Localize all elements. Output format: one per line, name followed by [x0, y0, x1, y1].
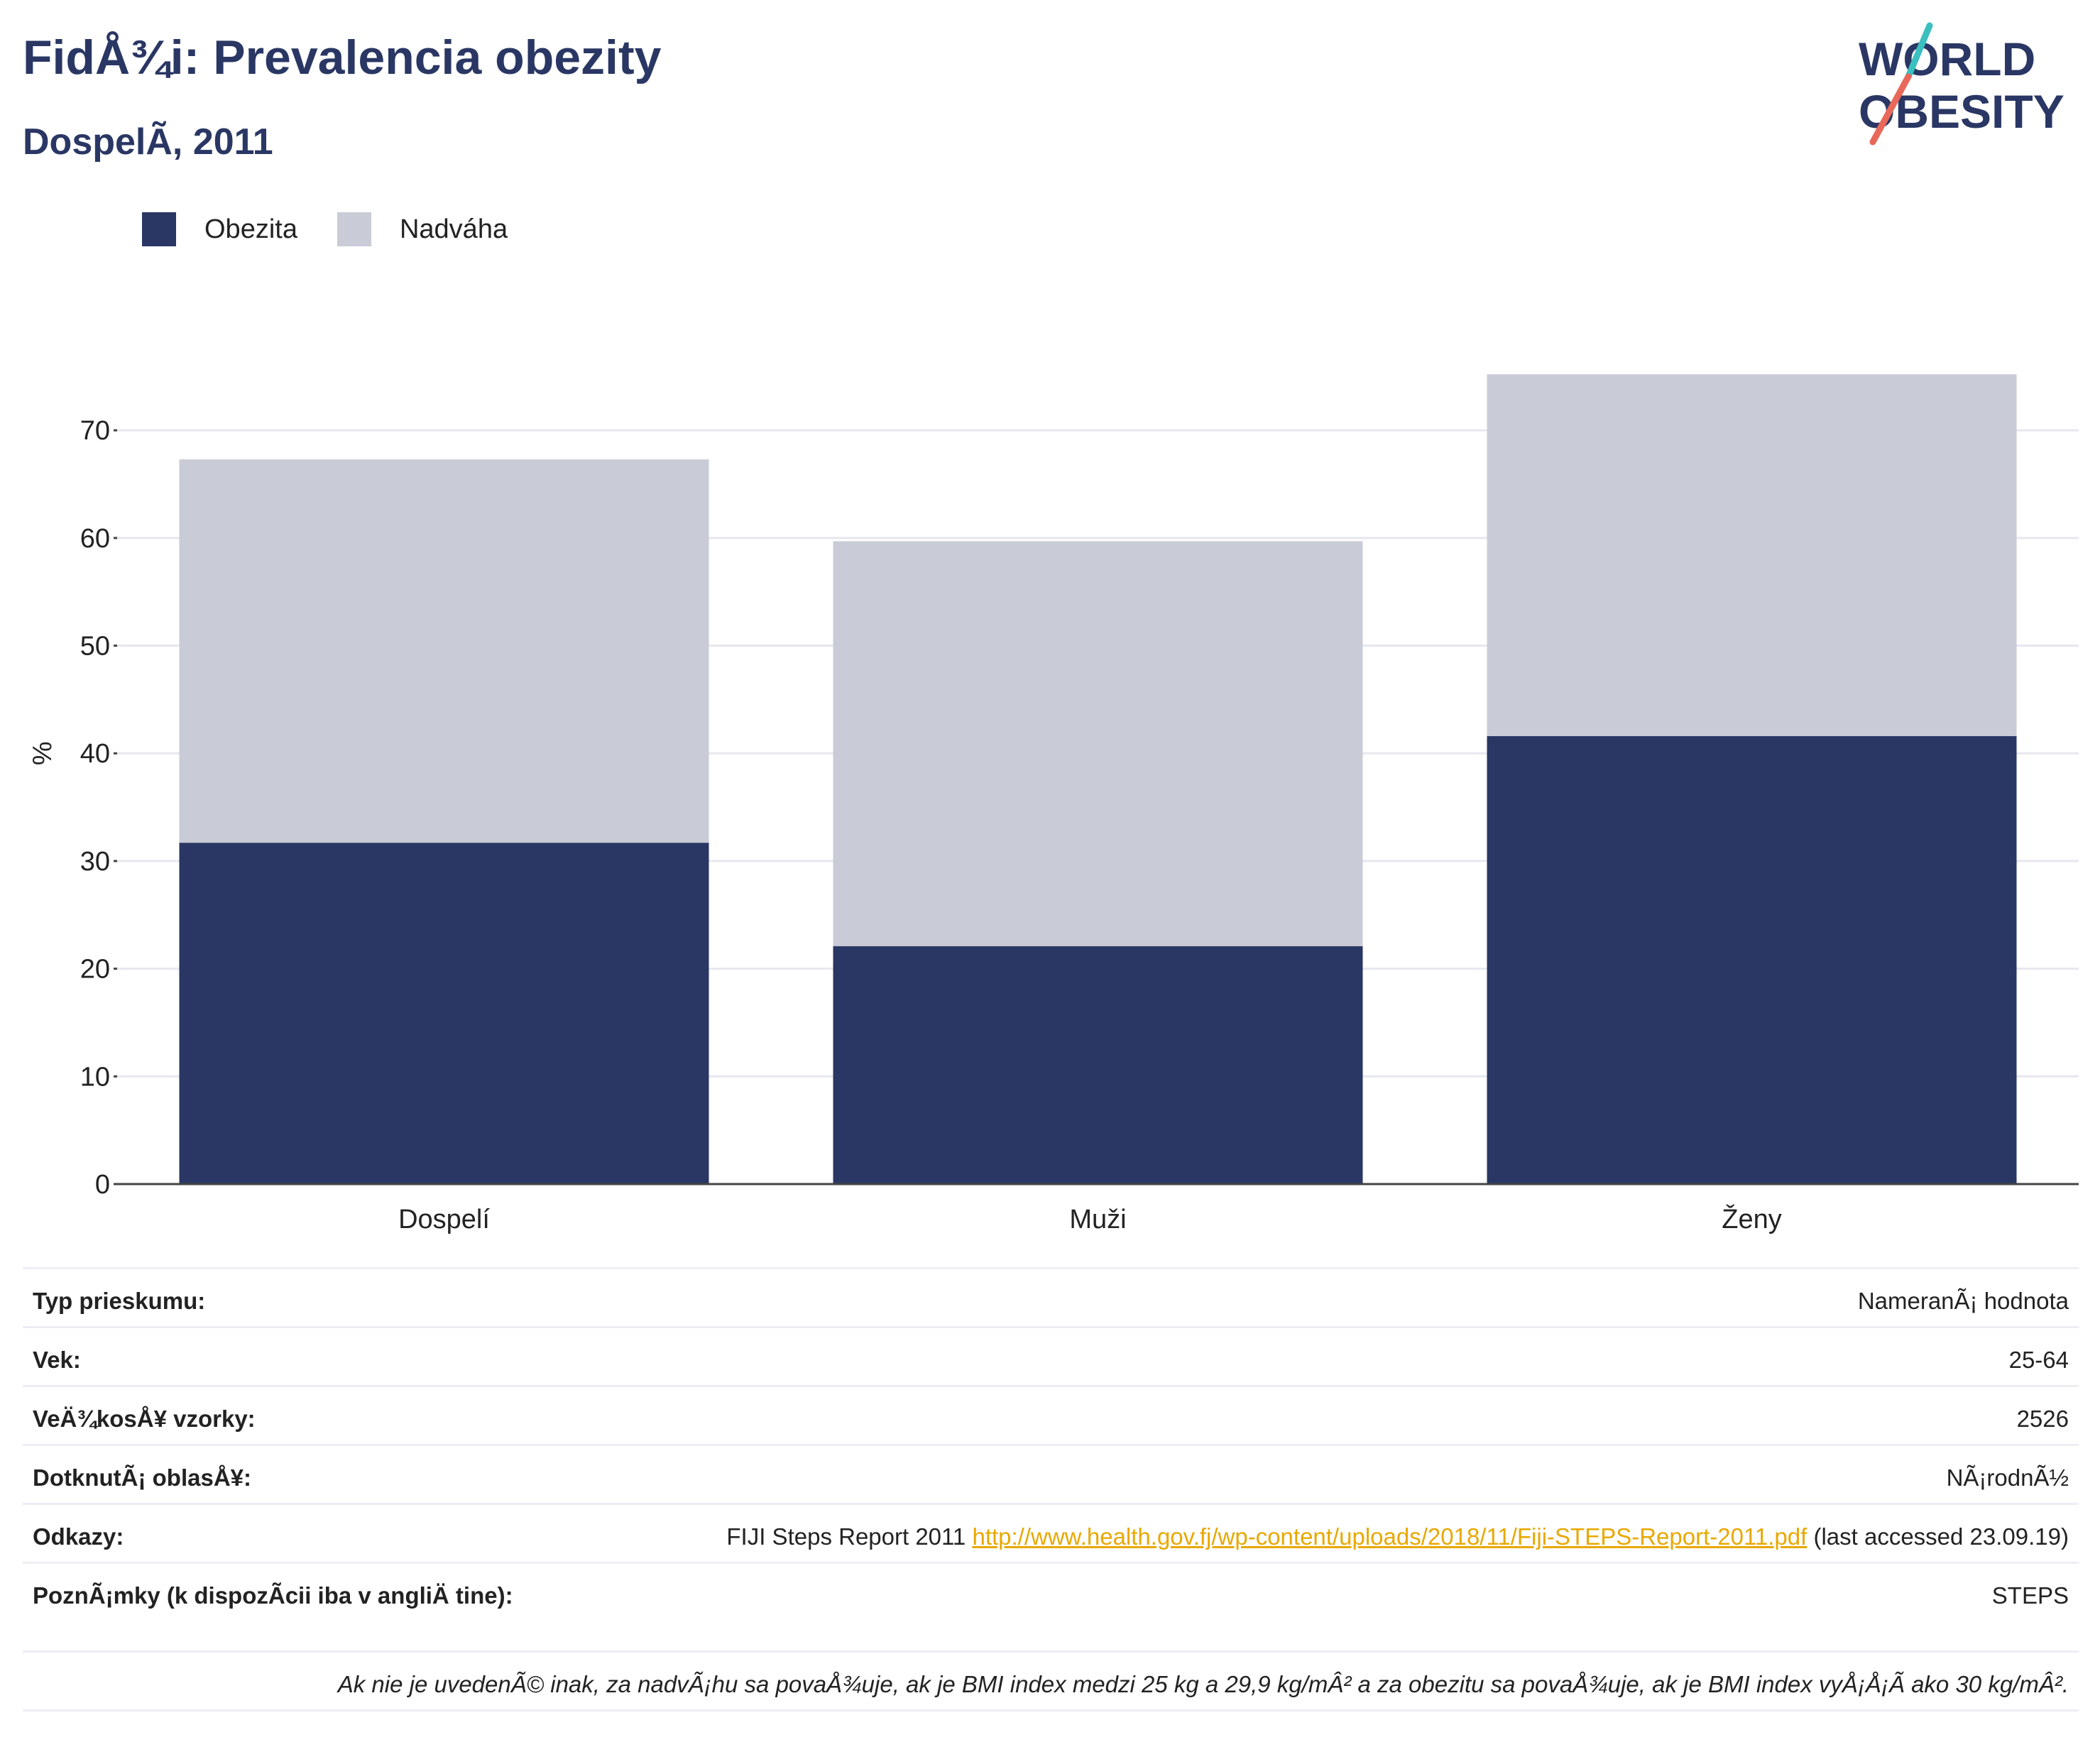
legend-item-overweight[interactable]: Nadváha	[337, 212, 508, 246]
info-key: Typ prieskumu:	[33, 1288, 206, 1314]
info-row-area: DotknutÃ¡ oblasÅ¥: NÃ¡rodnÃ½	[23, 1446, 2079, 1505]
info-row-age: Vek: 25-64	[23, 1328, 2079, 1387]
info-row-references: Odkazy: FIJI Steps Report 2011 http://ww…	[23, 1505, 2079, 1564]
y-tick-label: 50	[80, 632, 110, 662]
legend-swatch-obesity	[142, 212, 176, 246]
y-axis-label: %	[28, 741, 58, 765]
x-tick-label: Dospelí	[398, 1205, 490, 1234]
info-value: 25-64	[2008, 1347, 2069, 1373]
bar-overweight-0	[179, 459, 709, 843]
x-tick-label: Ženy	[1722, 1204, 1781, 1234]
legend-label: Nadváha	[399, 214, 508, 244]
page-title: FidÅ¾i: Prevalencia obezity	[23, 31, 662, 84]
legend-item-obesity[interactable]: Obezita	[142, 212, 297, 246]
logo-slash-teal	[1905, 22, 1933, 80]
info-row-sample-size: VeÄ¾kosÅ¥ vzorky: 2526	[23, 1387, 2079, 1446]
bar-obesity-2	[1487, 735, 2017, 1184]
info-table: Typ prieskumu: NameranÃ¡ hodnota Vek: 25…	[23, 1267, 2079, 1712]
x-tick-label: Muži	[1069, 1205, 1126, 1234]
info-key: DotknutÃ¡ oblasÅ¥:	[33, 1464, 251, 1491]
info-footnote: Ak nie je uvedenÃ© inak, za nadvÃ¡hu sa …	[23, 1653, 2079, 1712]
bar-chart: 0 10 20 30 40 50 60 70% Dospelí Muži Ženy	[28, 374, 2079, 1234]
bar-overweight-1	[833, 541, 1363, 946]
y-tick-label: 60	[80, 524, 110, 554]
reference-prefix: FIJI Steps Report 2011	[726, 1523, 973, 1550]
y-tick-label: 20	[80, 955, 110, 985]
world-obesity-logo: WORLD OBESITY	[1859, 22, 2065, 146]
y-tick-label: 40	[80, 739, 110, 769]
reference-suffix: (last accessed 23.09.19)	[1807, 1523, 2069, 1550]
info-value: 2526	[2016, 1406, 2069, 1432]
bar-overweight-2	[1487, 374, 2017, 736]
y-tick-label: 10	[80, 1062, 110, 1092]
legend-swatch-overweight	[337, 212, 371, 246]
info-key: Vek:	[33, 1347, 81, 1373]
info-row-survey-type: Typ prieskumu: NameranÃ¡ hodnota	[23, 1269, 2079, 1328]
y-tick-label: 0	[95, 1170, 110, 1200]
bar-obesity-0	[179, 843, 709, 1184]
info-key: Odkazy:	[33, 1523, 124, 1550]
logo-slash-coral	[1869, 73, 1912, 146]
info-key: PoznÃ¡mky (k dispozÃ­cii iba v angliÄ ti…	[33, 1582, 513, 1609]
info-row-notes: PoznÃ¡mky (k dispozÃ­cii iba v angliÄ ti…	[23, 1564, 2079, 1653]
page-subtitle: DospelÃ­, 2011	[23, 121, 273, 163]
legend-label: Obezita	[204, 214, 297, 244]
y-tick-label: 30	[80, 847, 110, 877]
y-tick-label: 70	[80, 416, 110, 446]
bar-obesity-1	[833, 946, 1363, 1184]
info-value: STEPS	[1991, 1582, 2069, 1609]
reference-link[interactable]: http://www.health.gov.fj/wp-content/uplo…	[972, 1523, 1808, 1550]
info-value: NÃ¡rodnÃ½	[1946, 1464, 2069, 1491]
info-key: VeÄ¾kosÅ¥ vzorky:	[33, 1406, 256, 1432]
footnote-text: Ak nie je uvedenÃ© inak, za nadvÃ¡hu sa …	[337, 1671, 2069, 1697]
logo-line1: WORLD	[1859, 33, 2035, 85]
references-value: FIJI Steps Report 2011 http://www.health…	[726, 1523, 2069, 1550]
info-value: NameranÃ¡ hodnota	[1857, 1288, 2069, 1314]
chart-legend: Obezita Nadváha	[142, 209, 547, 249]
